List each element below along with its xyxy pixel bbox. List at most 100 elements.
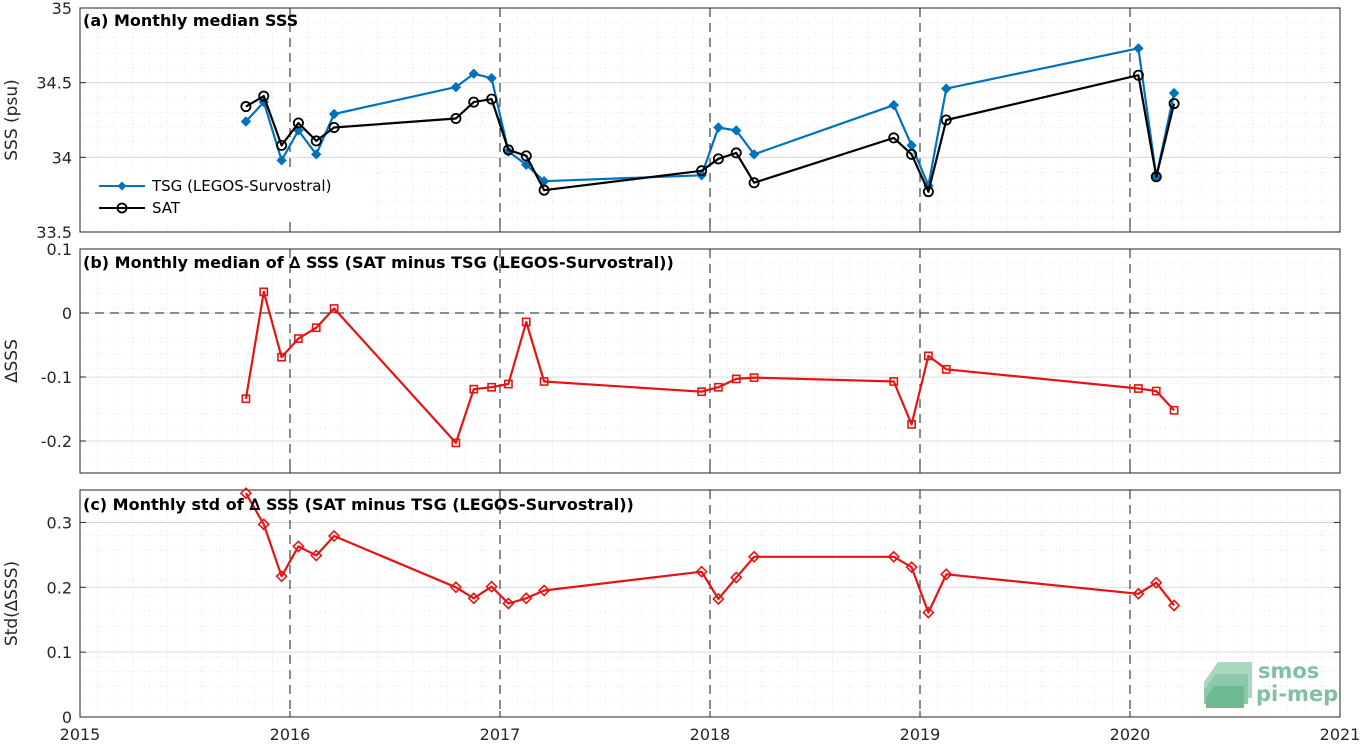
- data-point: [697, 387, 706, 397]
- data-point: [327, 529, 341, 543]
- x-tick-label: 2018: [690, 725, 731, 744]
- y-tick-label: 0.3: [47, 513, 72, 532]
- data-point: [240, 116, 252, 127]
- data-point: [887, 550, 900, 563]
- y-tick-label: 34: [52, 148, 72, 167]
- data-point: [468, 96, 480, 108]
- legend-tsg-label: TSG (LEGOS-Survostral): [151, 177, 331, 195]
- data-point: [748, 149, 760, 160]
- panel-title: (b) Monthly median of ∆ SSS (SAT minus T…: [83, 253, 674, 272]
- data-point: [940, 114, 952, 126]
- data-point: [311, 323, 321, 333]
- data-point: [293, 334, 303, 343]
- panel-title: (c) Monthly std of ∆ SSS (SAT minus TSG …: [83, 495, 634, 514]
- data-point: [259, 287, 269, 297]
- data-point: [537, 584, 551, 597]
- data-point: [521, 317, 531, 327]
- x-tick-label: 2019: [900, 725, 941, 744]
- data-point: [922, 186, 934, 198]
- data-point: [503, 379, 513, 389]
- data-point: [712, 592, 725, 606]
- data-point: [257, 518, 270, 531]
- data-point: [907, 419, 916, 429]
- panel-b: -0.2 -0.1 0 0.1 (b) Monthly median of ∆ SSS …: [2, 240, 1341, 474]
- data-point: [696, 165, 708, 177]
- data-point: [922, 606, 935, 619]
- y-tick-label: 34.5: [36, 74, 72, 93]
- data-point: [1133, 43, 1144, 54]
- data-point: [539, 377, 549, 386]
- data-point: [311, 149, 322, 160]
- data-point: [277, 352, 286, 362]
- data-point: [1169, 405, 1179, 415]
- data-point: [502, 597, 515, 610]
- data-point: [275, 570, 288, 583]
- logo-text-pi-mep: pi-mep: [1256, 682, 1338, 706]
- legend-sat-marker: [116, 202, 128, 214]
- legend-sat-label: SAT: [152, 199, 181, 217]
- data-point: [276, 155, 287, 166]
- x-axis: 2015 2016 2017 2018 2019 2020 2021: [60, 725, 1361, 744]
- panel-title: (a) Monthly median SSS: [83, 11, 298, 30]
- data-point: [469, 384, 479, 394]
- data-point: [747, 550, 761, 563]
- data-point: [906, 148, 918, 160]
- data-point: [292, 117, 304, 129]
- series-line: [244, 290, 1175, 444]
- data-point: [923, 351, 933, 361]
- data-point: [941, 83, 952, 94]
- x-tick-label: 2015: [60, 725, 101, 744]
- legend-box: [92, 170, 370, 222]
- data-point: [520, 150, 532, 162]
- data-point: [1150, 576, 1163, 589]
- data-point: [749, 373, 759, 383]
- data-point: [1132, 69, 1144, 81]
- y-axis-label: SSS (psu): [2, 79, 22, 160]
- x-tick-label: 2016: [270, 725, 311, 744]
- data-point: [941, 364, 951, 374]
- data-point: [450, 81, 462, 93]
- data-point: [502, 144, 514, 156]
- y-tick-label: 33.5: [36, 223, 72, 242]
- data-point: [731, 374, 741, 384]
- x-tick-label: 2020: [1110, 725, 1151, 744]
- data-point: [487, 382, 496, 392]
- axes-box: [79, 7, 1341, 233]
- data-point: [310, 549, 323, 562]
- data-point: [905, 561, 918, 574]
- data-point: [1134, 384, 1143, 393]
- data-point: [293, 125, 304, 136]
- data-point: [451, 438, 461, 448]
- y-tick-label: -0.1: [41, 368, 72, 387]
- series-line: [245, 74, 1176, 193]
- data-point: [520, 592, 533, 605]
- axes-box: [79, 248, 1341, 474]
- data-point: [1168, 98, 1180, 110]
- x-tick-label: 2021: [1320, 725, 1361, 744]
- y-axis-label: ∆SSS: [2, 339, 22, 384]
- data-point: [730, 147, 742, 159]
- data-point: [486, 72, 497, 84]
- data-point: [328, 121, 340, 133]
- y-tick-label: 0: [62, 708, 72, 727]
- data-point: [940, 568, 953, 581]
- data-point: [240, 101, 252, 113]
- data-point: [1167, 599, 1181, 612]
- smos-pi-mep-logo: smos pi-mep: [1204, 659, 1338, 708]
- data-point: [450, 113, 462, 125]
- y-tick-label: 0: [62, 304, 72, 323]
- series-line: [244, 492, 1175, 614]
- data-point: [486, 93, 498, 105]
- data-point: [538, 184, 550, 196]
- data-point: [889, 377, 899, 386]
- data-point: [258, 90, 270, 102]
- data-point: [329, 304, 339, 313]
- data-point: [713, 122, 724, 133]
- panel-c: 0 0.1 0.2 0.3 (c) Monthly std of ∆ SSS (SAT …: [2, 487, 1341, 727]
- data-point: [310, 135, 322, 147]
- legend: TSG (LEGOS-Survostral) SAT: [92, 170, 370, 222]
- legend-tsg-marker: [117, 181, 127, 191]
- data-point: [241, 394, 251, 404]
- y-tick-label: -0.2: [41, 432, 72, 451]
